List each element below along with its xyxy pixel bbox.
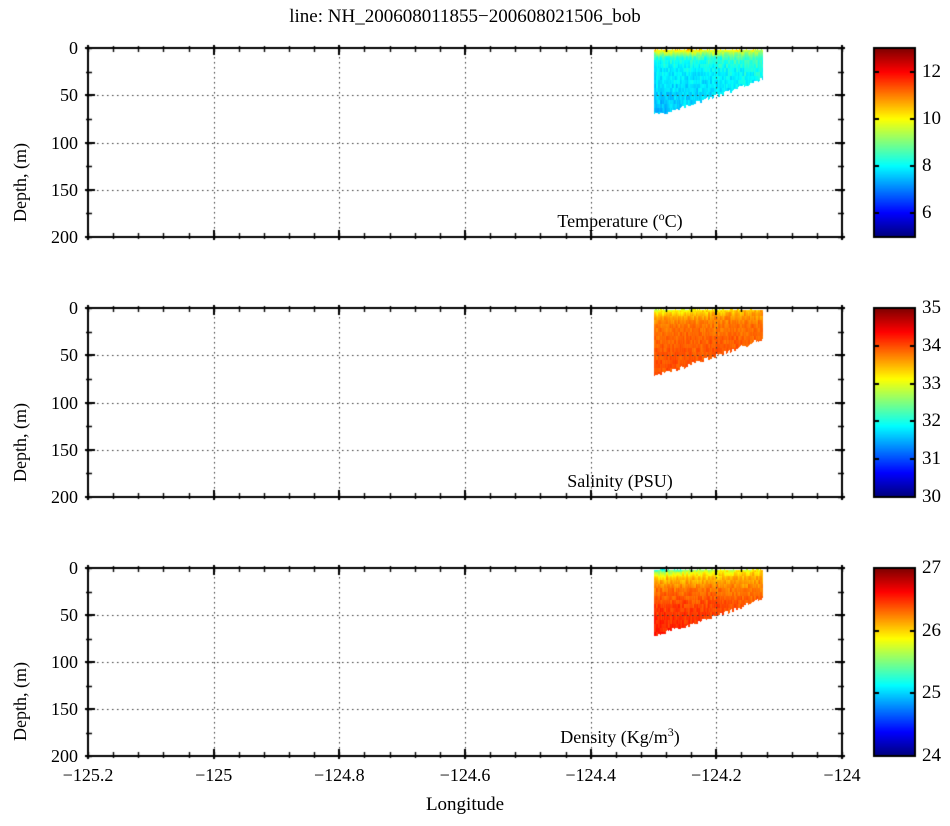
temperature-colorbar — [862, 36, 927, 249]
x-tick-label: −124.6 — [439, 765, 491, 785]
y-tick-label: 200 — [51, 746, 78, 766]
y-tick-label: 150 — [51, 699, 78, 719]
colorbar-tick-label: 31 — [922, 448, 941, 470]
y-tick-label: 50 — [60, 85, 78, 106]
y-tick-label: 0 — [69, 38, 78, 58]
x-tick-label: −124.8 — [314, 765, 365, 785]
annotation-superscript: o — [658, 209, 665, 223]
y-tick-label: 0 — [69, 558, 78, 578]
y-tick-label: 200 — [51, 487, 78, 507]
temperature-annotation: Temperature (oC) — [480, 209, 760, 232]
salinity-section-plot — [76, 296, 854, 509]
y-tick-label: 50 — [60, 345, 78, 366]
colorbar-tick-label: 32 — [922, 410, 941, 432]
colorbar-tick-label: 27 — [922, 557, 941, 578]
colorbar-tick-label: 10 — [922, 107, 941, 129]
colorbar-tick-label: 26 — [922, 619, 941, 641]
colorbar-tick-label: 35 — [922, 297, 941, 318]
y-tick-label: 100 — [51, 652, 78, 672]
colorbar-tick-label: 24 — [922, 745, 941, 766]
x-tick-label: −124 — [823, 765, 861, 785]
annotation-text: C) — [664, 211, 683, 231]
colorbar-tick-label: 25 — [922, 682, 941, 704]
x-tick-label: −125.2 — [62, 765, 114, 785]
x-axis-label: Longitude — [425, 794, 505, 815]
annotation-superscript: 3 — [667, 725, 674, 739]
y-tick-label: 150 — [51, 439, 78, 460]
temperature-section-plot — [76, 36, 854, 249]
colorbar-tick-label: 33 — [922, 372, 941, 394]
annotation-text: Density (Kg/m — [560, 727, 668, 747]
y-tick-label: 150 — [51, 179, 78, 200]
annotation-text: Salinity (PSU) — [567, 471, 673, 491]
density-section-plot — [76, 556, 854, 768]
y-axis-label-salinity: Depth, (m) — [10, 402, 30, 482]
x-tick-label: −125 — [195, 765, 233, 785]
colorbar-tick-label: 8 — [922, 155, 932, 177]
annotation-text: ) — [673, 727, 680, 747]
y-tick-label: 200 — [51, 227, 78, 247]
y-tick-label: 0 — [69, 298, 78, 318]
colorbar-tick-label: 6 — [922, 202, 932, 224]
y-tick-label: 100 — [51, 132, 78, 153]
colorbar-tick-label: 34 — [922, 334, 941, 356]
salinity-colorbar — [862, 296, 927, 509]
x-tick-label: −124.2 — [691, 765, 742, 785]
salinity-annotation: Salinity (PSU) — [480, 469, 760, 492]
density-colorbar — [862, 556, 927, 768]
y-axis-label-temperature: Depth, (m) — [10, 142, 30, 222]
figure-title: line: NH_200608011855−200608021506_bob — [289, 6, 641, 27]
density-annotation: Density (Kg/m3) — [480, 725, 760, 748]
x-tick-label: −124.4 — [565, 765, 616, 785]
colorbar-tick-label: 12 — [922, 60, 941, 82]
annotation-text: Temperature ( — [557, 211, 659, 231]
y-tick-label: 100 — [51, 392, 78, 413]
colorbar-tick-label: 30 — [922, 486, 941, 507]
y-tick-label: 50 — [60, 605, 78, 625]
y-axis-label-density: Depth, (m) — [10, 662, 30, 741]
